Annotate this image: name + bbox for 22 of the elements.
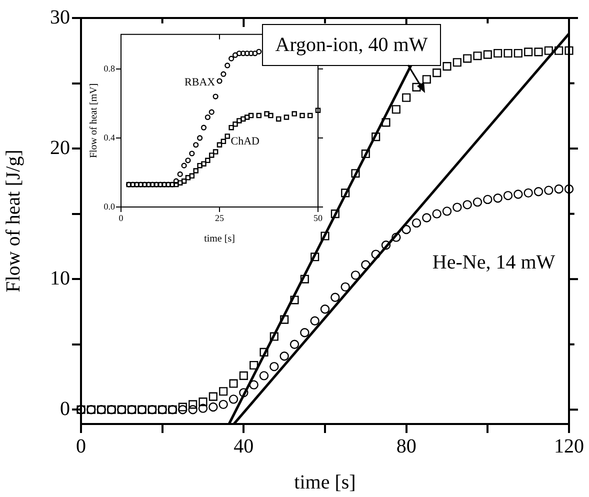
x-tick-label: 0 xyxy=(76,435,86,458)
y-axis-title: Flow of heat [mV] xyxy=(88,83,100,158)
y-axis-title: Flow of heat [J/g] xyxy=(2,150,24,292)
y-tick-label: 30 xyxy=(50,6,70,28)
x-tick-label: 0 xyxy=(118,212,124,223)
x-tick-label: 80 xyxy=(396,435,416,458)
y-tick-label: 0.8 xyxy=(104,63,116,74)
legend-label: Argon-ion, 40 mW xyxy=(262,24,441,66)
x-tick-label: 120 xyxy=(554,435,584,458)
x-tick-label: 40 xyxy=(234,435,254,458)
series-label: ChAD xyxy=(230,135,260,148)
y-tick-label: 0 xyxy=(60,398,70,420)
series-label: RBAX xyxy=(184,76,216,89)
x-axis-title: time [s] xyxy=(294,471,356,494)
y-tick-label: 10 xyxy=(50,267,70,290)
y-tick-label: 0.0 xyxy=(104,201,116,212)
y-tick-label: 0.4 xyxy=(104,132,116,142)
y-tick-label: 20 xyxy=(50,136,70,159)
series-label: He-Ne, 14 mW xyxy=(432,252,556,274)
x-tick-label: 50 xyxy=(314,212,323,223)
x-axis-title: time [s] xyxy=(204,234,235,245)
x-tick-label: 25 xyxy=(215,212,224,223)
